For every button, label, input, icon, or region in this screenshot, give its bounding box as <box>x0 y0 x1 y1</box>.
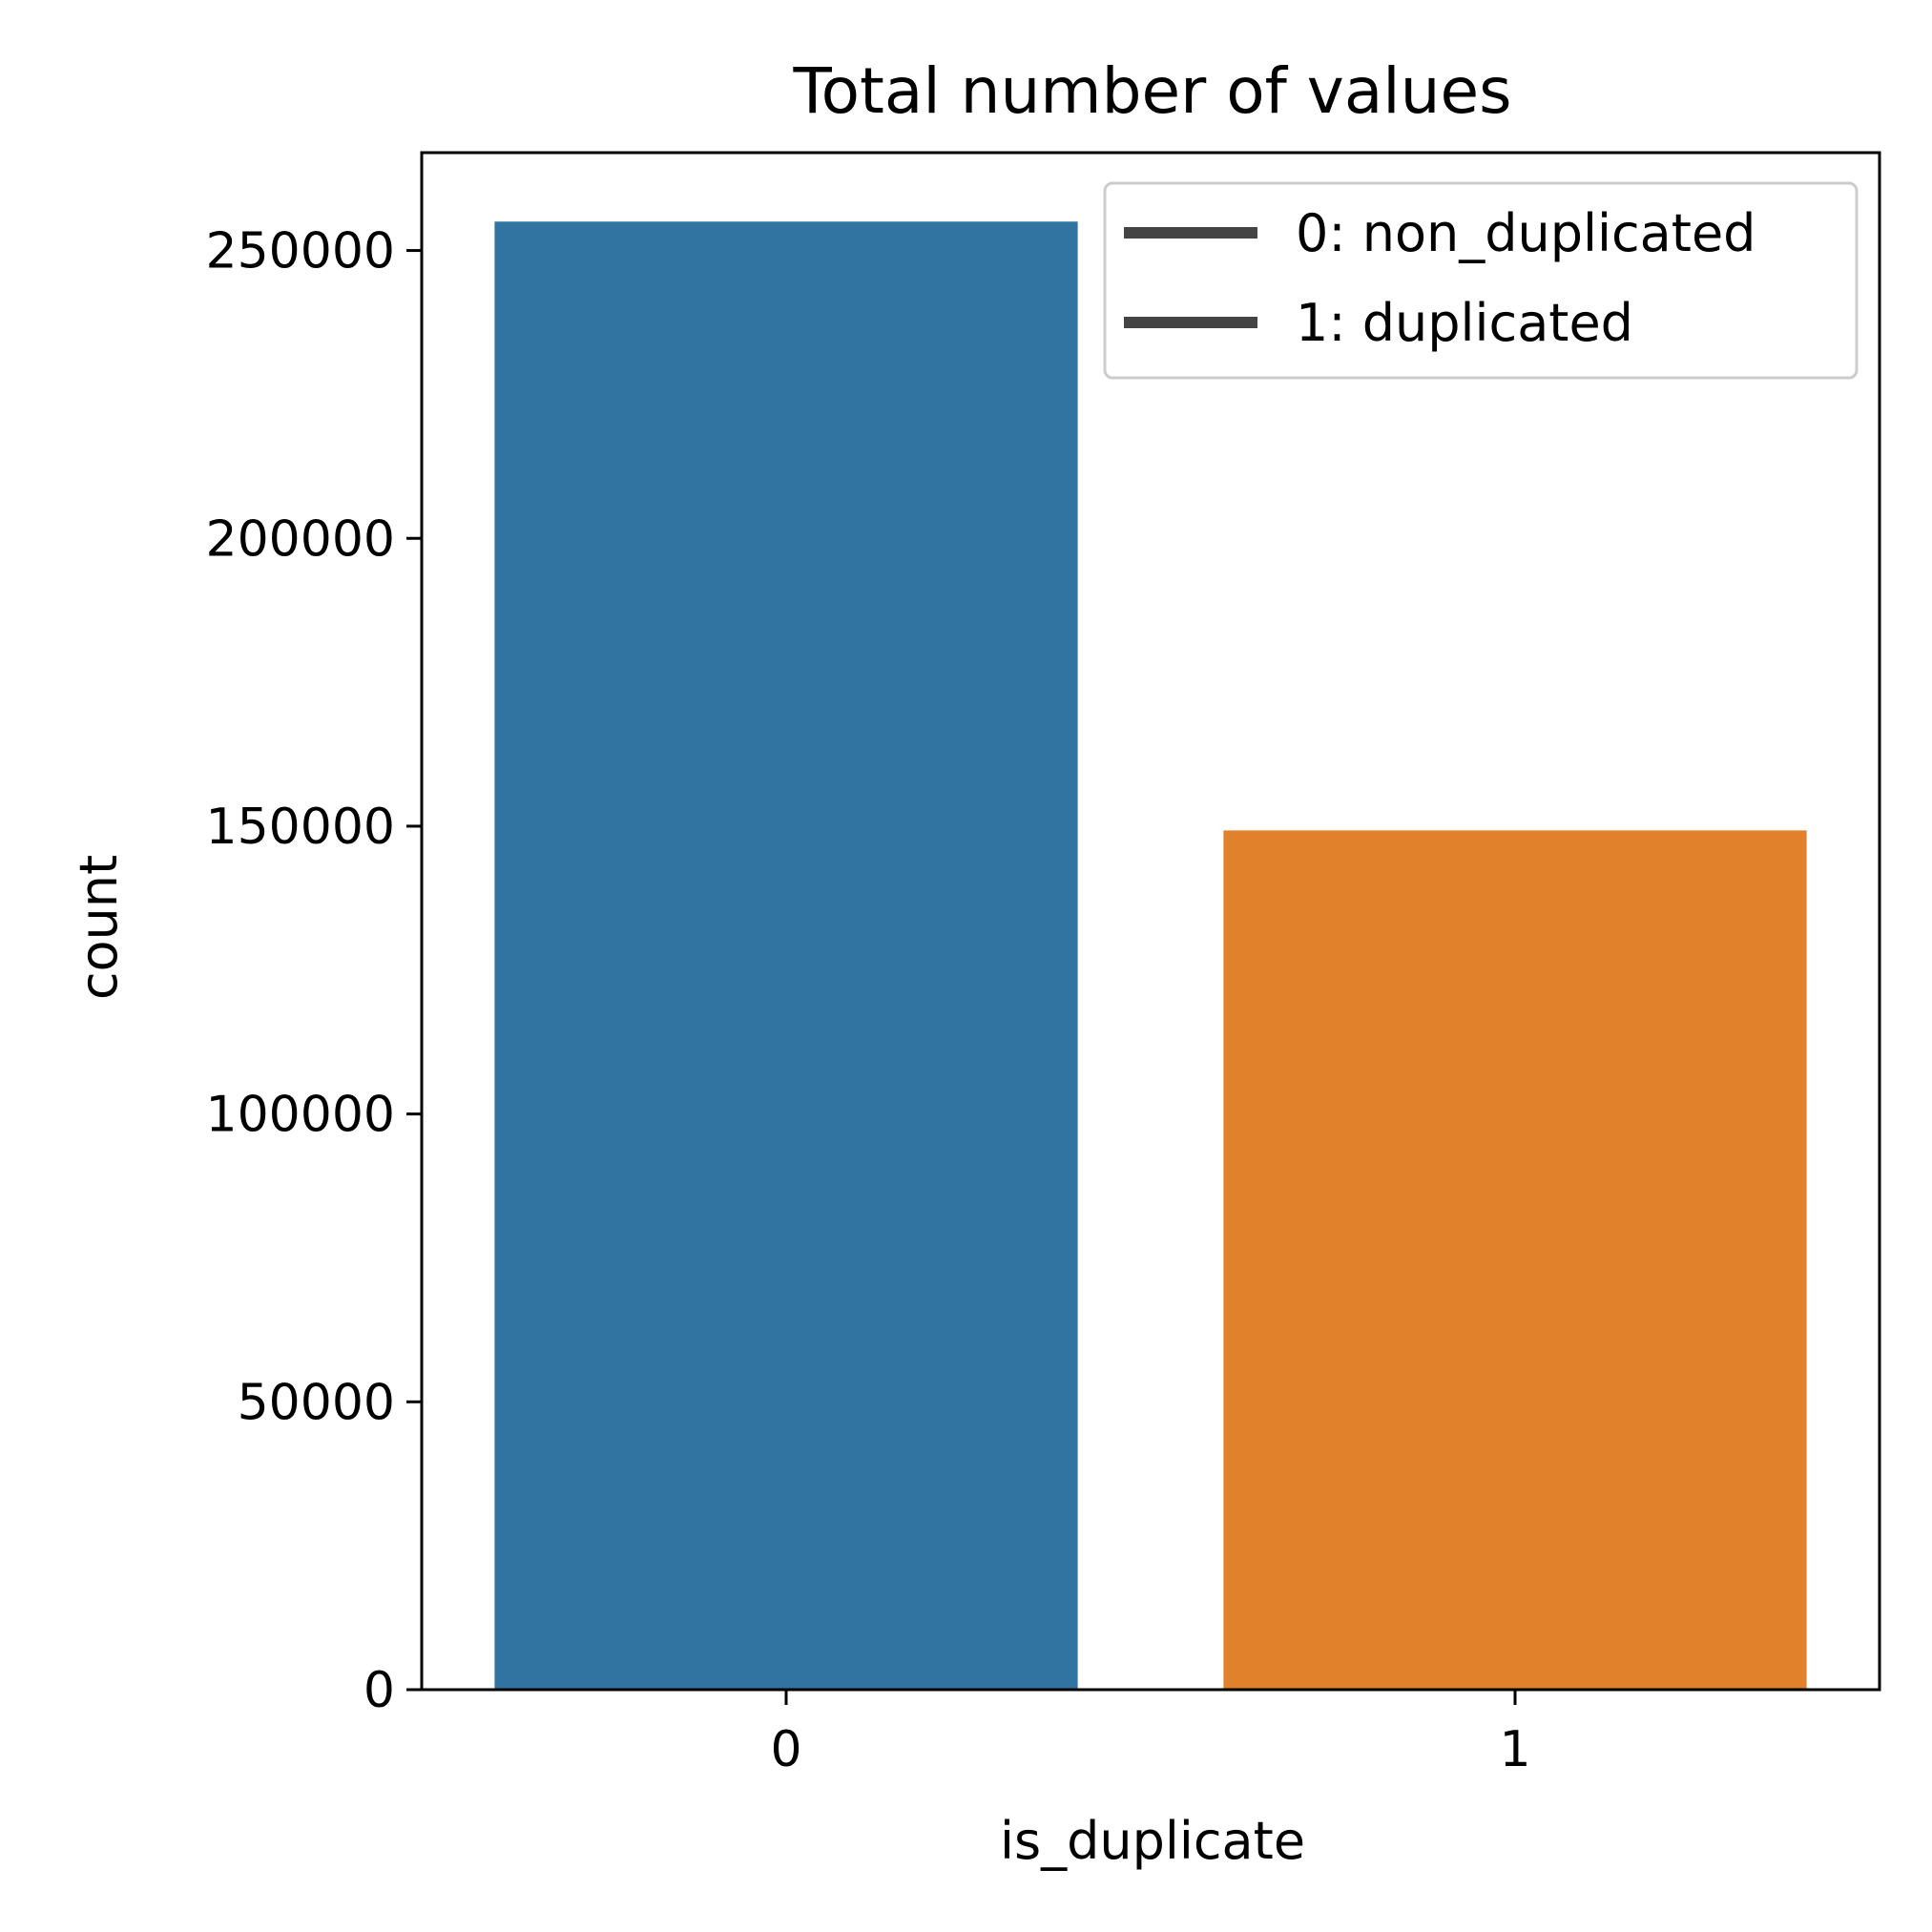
x-tick-label: 1 <box>1499 1721 1530 1778</box>
y-tick-label: 250000 <box>205 223 395 280</box>
chart-title: Total number of values <box>793 54 1512 128</box>
legend-box <box>1103 181 1859 380</box>
legend-entry-label: 0: non_duplicated <box>1296 203 1755 263</box>
y-axis-label: count <box>69 855 129 1000</box>
y-tick-label: 150000 <box>205 799 395 856</box>
y-tick-label: 100000 <box>205 1087 395 1144</box>
x-axis-label: is_duplicate <box>1000 1811 1305 1871</box>
bar-1 <box>1223 830 1807 1690</box>
y-tick-label: 0 <box>364 1662 395 1719</box>
axes-frame <box>420 151 1881 1692</box>
bars-group <box>494 221 1807 1690</box>
legend-entry-label: 1: duplicated <box>1296 293 1633 353</box>
legend: 0: non_duplicated 1: duplicated <box>1103 181 1859 380</box>
x-tick-label: 0 <box>770 1721 801 1778</box>
y-tick-label: 50000 <box>238 1374 395 1431</box>
y-axis-ticks: 0 50000 100000 150000 200000 250000 <box>205 223 422 1719</box>
bar-0 <box>494 221 1078 1690</box>
y-tick-label: 200000 <box>205 510 395 568</box>
